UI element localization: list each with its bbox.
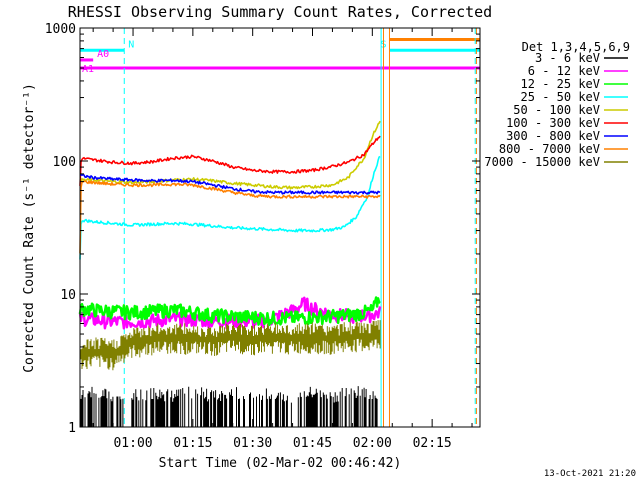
series-line <box>79 173 381 195</box>
series-line <box>79 120 381 190</box>
x-tick-label: 01:00 <box>113 436 152 451</box>
axes: 1 10 100 1000 01:00 01:15 01:30 01:45 02:00 02:15 <box>45 22 480 451</box>
y-axis-label: Corrected Count Rate (s⁻¹ detector⁻¹) <box>22 83 37 373</box>
chart-title: RHESSI Observing Summary Count Rates, Co… <box>68 3 492 21</box>
legend-entry-label: 50 - 100 keV <box>513 103 600 117</box>
legend-entry-label: 7000 - 15000 keV <box>484 155 600 169</box>
plot-frame <box>79 27 481 428</box>
y-tick-label: 1 <box>68 421 76 436</box>
legend-entry-label: 300 - 800 keV <box>506 129 600 143</box>
y-tick-label: 10 <box>60 288 76 303</box>
legend-entry-label: 100 - 300 keV <box>506 116 600 130</box>
series-line <box>78 296 382 330</box>
instrument-state-annotations: NSA0A1 <box>80 28 480 427</box>
y-tick-label: 100 <box>53 155 76 170</box>
y-tick-label: 1000 <box>45 22 76 37</box>
legend-entry-label: 25 - 50 keV <box>521 90 600 104</box>
x-tick-label: 01:15 <box>173 436 212 451</box>
series-line <box>78 296 381 327</box>
legend-title: Det 1,3,4,5,6,9 <box>522 40 630 54</box>
series-line <box>79 180 381 254</box>
x-tick-label: 02:00 <box>353 436 392 451</box>
x-tick-label: 01:30 <box>233 436 272 451</box>
annotation-label: A1 <box>82 64 94 75</box>
legend-entry-label: 6 - 12 keV <box>528 64 600 78</box>
series-line <box>79 155 381 260</box>
x-tick-label: 02:15 <box>413 436 452 451</box>
x-tick-label: 01:45 <box>293 436 332 451</box>
annotation-label: A0 <box>97 49 109 60</box>
annotation-label: N <box>128 39 134 50</box>
generation-timestamp: 13-Oct-2021 21:20 <box>544 469 636 479</box>
series-line <box>79 135 381 186</box>
x-axis-label: Start Time (02-Mar-02 00:46:42) <box>159 456 402 471</box>
legend-entry-label: 800 - 7000 keV <box>499 142 600 156</box>
series-layer <box>78 120 382 427</box>
legend-entry-label: 12 - 25 keV <box>521 77 600 91</box>
legend-entry-label: 3 - 6 keV <box>535 51 600 65</box>
